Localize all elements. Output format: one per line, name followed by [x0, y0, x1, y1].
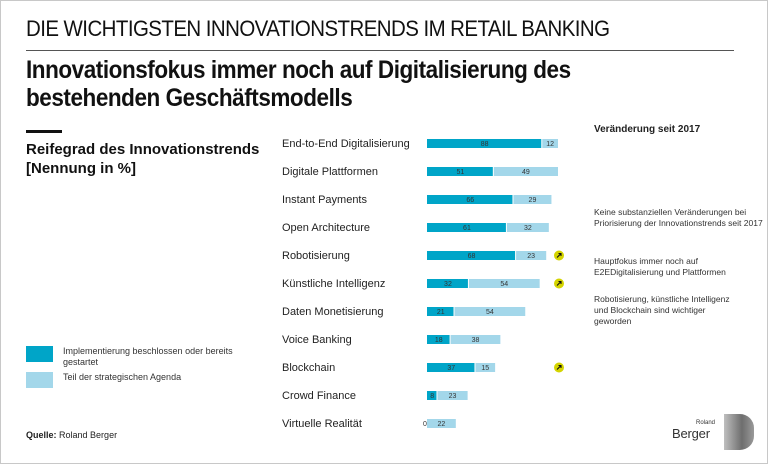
- bar-agenda: [427, 419, 456, 428]
- category-label: Crowd Finance: [282, 390, 356, 402]
- headline: Innovationsfokus immer noch auf Digitali…: [26, 56, 571, 112]
- bar-implemented: [427, 251, 516, 260]
- logo-text-roland: Roland: [696, 420, 716, 426]
- side-note-2: Hauptfokus immer noch auf E2EDigitalisie…: [594, 256, 726, 277]
- bar-row-voice-banking: Voice Banking 18 38: [282, 334, 501, 346]
- bar-row-end-to-end-digitalisierung: End-to-End Digitalisierung 88 12: [282, 138, 558, 150]
- bar-row-instant-payments: Instant Payments 66 29: [282, 194, 552, 206]
- subtitle-line-1: Reifegrad des Innovationstrends: [26, 141, 260, 158]
- value-label-implemented: 32: [444, 281, 452, 288]
- bar-row-daten-monetisierung: Daten Monetisierung 21 54: [282, 306, 526, 318]
- value-label-agenda: 22: [438, 421, 446, 428]
- value-label-agenda: 29: [529, 197, 537, 204]
- trend-up-arrow-icon: [554, 250, 564, 261]
- category-label: Blockchain: [282, 362, 335, 374]
- legend-label-implemented: Implementierung beschlossen oder bereits…: [63, 346, 233, 367]
- bar-implemented: [427, 307, 454, 316]
- bar-implemented: [427, 335, 450, 344]
- value-label-agenda: 49: [522, 169, 530, 176]
- legend-label-agenda: Teil der strategischen Agenda: [63, 372, 182, 382]
- side-note-1: Keine substanziellen Veränderungen bei P…: [594, 207, 763, 228]
- chart-subtitle: Reifegrad des Innovationstrends [Nennung…: [26, 140, 259, 178]
- source-note: Quelle: Roland Berger: [26, 430, 117, 440]
- value-label-agenda: 23: [449, 393, 457, 400]
- headline-line-1: Innovationsfokus immer noch auf Digitali…: [26, 56, 571, 84]
- logo-b-mark-icon: [724, 414, 754, 450]
- source-prefix: Quelle:: [26, 430, 57, 440]
- category-label: Open Architecture: [282, 222, 370, 234]
- bar-agenda: [468, 279, 540, 288]
- bar-implemented: [427, 139, 542, 148]
- bar-agenda: [475, 363, 496, 372]
- category-label: Voice Banking: [282, 334, 352, 346]
- value-label-agenda: 38: [472, 337, 480, 344]
- logo-text-berger: Berger: [672, 426, 710, 441]
- category-label: Instant Payments: [282, 194, 367, 206]
- side-panel-heading: Veränderung seit 2017: [594, 124, 701, 135]
- bar-agenda: [516, 251, 547, 260]
- value-label-implemented: 0: [423, 421, 427, 428]
- value-label-agenda: 23: [527, 253, 535, 260]
- category-label: Daten Monetisierung: [282, 306, 384, 318]
- value-label-implemented: 66: [466, 197, 474, 204]
- bar-row-digitale-plattformen: Digitale Plattformen 51 49: [282, 166, 558, 178]
- bar-agenda: [493, 167, 558, 176]
- bar-agenda: [506, 223, 549, 232]
- category-label: Virtuelle Realität: [282, 418, 362, 430]
- bar-implemented: [427, 223, 506, 232]
- side-note-3: Robotisierung, künstliche Intelligenz un…: [594, 294, 730, 326]
- bar-row-blockchain: Blockchain 37 15: [282, 362, 564, 374]
- bar-implemented: [427, 195, 513, 204]
- bar-agenda: [513, 195, 552, 204]
- value-label-implemented: 8: [430, 393, 434, 400]
- category-label: Künstliche Intelligenz: [282, 278, 385, 290]
- trend-up-arrow-icon: [554, 278, 564, 289]
- value-label-agenda: 15: [481, 365, 489, 372]
- bar-row-virtuelle-realitat: Virtuelle Realität 0 22: [282, 418, 456, 430]
- value-label-implemented: 21: [437, 309, 445, 316]
- bar-agenda: [450, 335, 501, 344]
- value-label-implemented: 18: [435, 337, 443, 344]
- bar-implemented: [427, 167, 493, 176]
- value-label-implemented: 61: [463, 225, 471, 232]
- value-label-agenda: 54: [500, 281, 508, 288]
- bar-row-kunstliche-intelligenz: Künstliche Intelligenz 32 54: [282, 278, 564, 290]
- bar-agenda: [437, 391, 468, 400]
- source-text: Roland Berger: [59, 430, 118, 440]
- title-divider: [26, 50, 734, 51]
- category-label: Digitale Plattformen: [282, 166, 378, 178]
- legend-swatch-agenda: [26, 372, 53, 388]
- bar-agenda: [542, 139, 558, 148]
- bar-row-open-architecture: Open Architecture 61 32: [282, 222, 549, 234]
- value-label-agenda: 54: [486, 309, 494, 316]
- bar-agenda: [454, 307, 526, 316]
- legend-swatch-implemented: [26, 346, 53, 362]
- value-label-implemented: 68: [468, 253, 476, 260]
- subtitle-accent-bar: [26, 130, 62, 133]
- headline-line-2: bestehenden Geschäftsmodells: [26, 84, 353, 112]
- value-label-implemented: 37: [447, 365, 455, 372]
- category-label: End-to-End Digitalisierung: [282, 138, 410, 150]
- value-label-implemented: 51: [457, 169, 465, 176]
- value-label-implemented: 88: [481, 141, 489, 148]
- bar-implemented: [427, 391, 437, 400]
- trend-up-arrow-icon: [554, 362, 564, 373]
- bar-row-crowd-finance: Crowd Finance 8 23: [282, 390, 468, 402]
- subtitle-line-2: [Nennung in %]: [26, 160, 136, 177]
- value-label-agenda: 12: [546, 141, 554, 148]
- bar-implemented: [427, 363, 475, 372]
- bar-row-robotisierung: Robotisierung 68 23: [282, 250, 564, 262]
- kicker-title: DIE WICHTIGSTEN INNOVATIONSTRENDS IM RET…: [26, 16, 610, 41]
- category-label: Robotisierung: [282, 250, 350, 262]
- value-label-agenda: 32: [524, 225, 532, 232]
- bar-implemented: [427, 279, 468, 288]
